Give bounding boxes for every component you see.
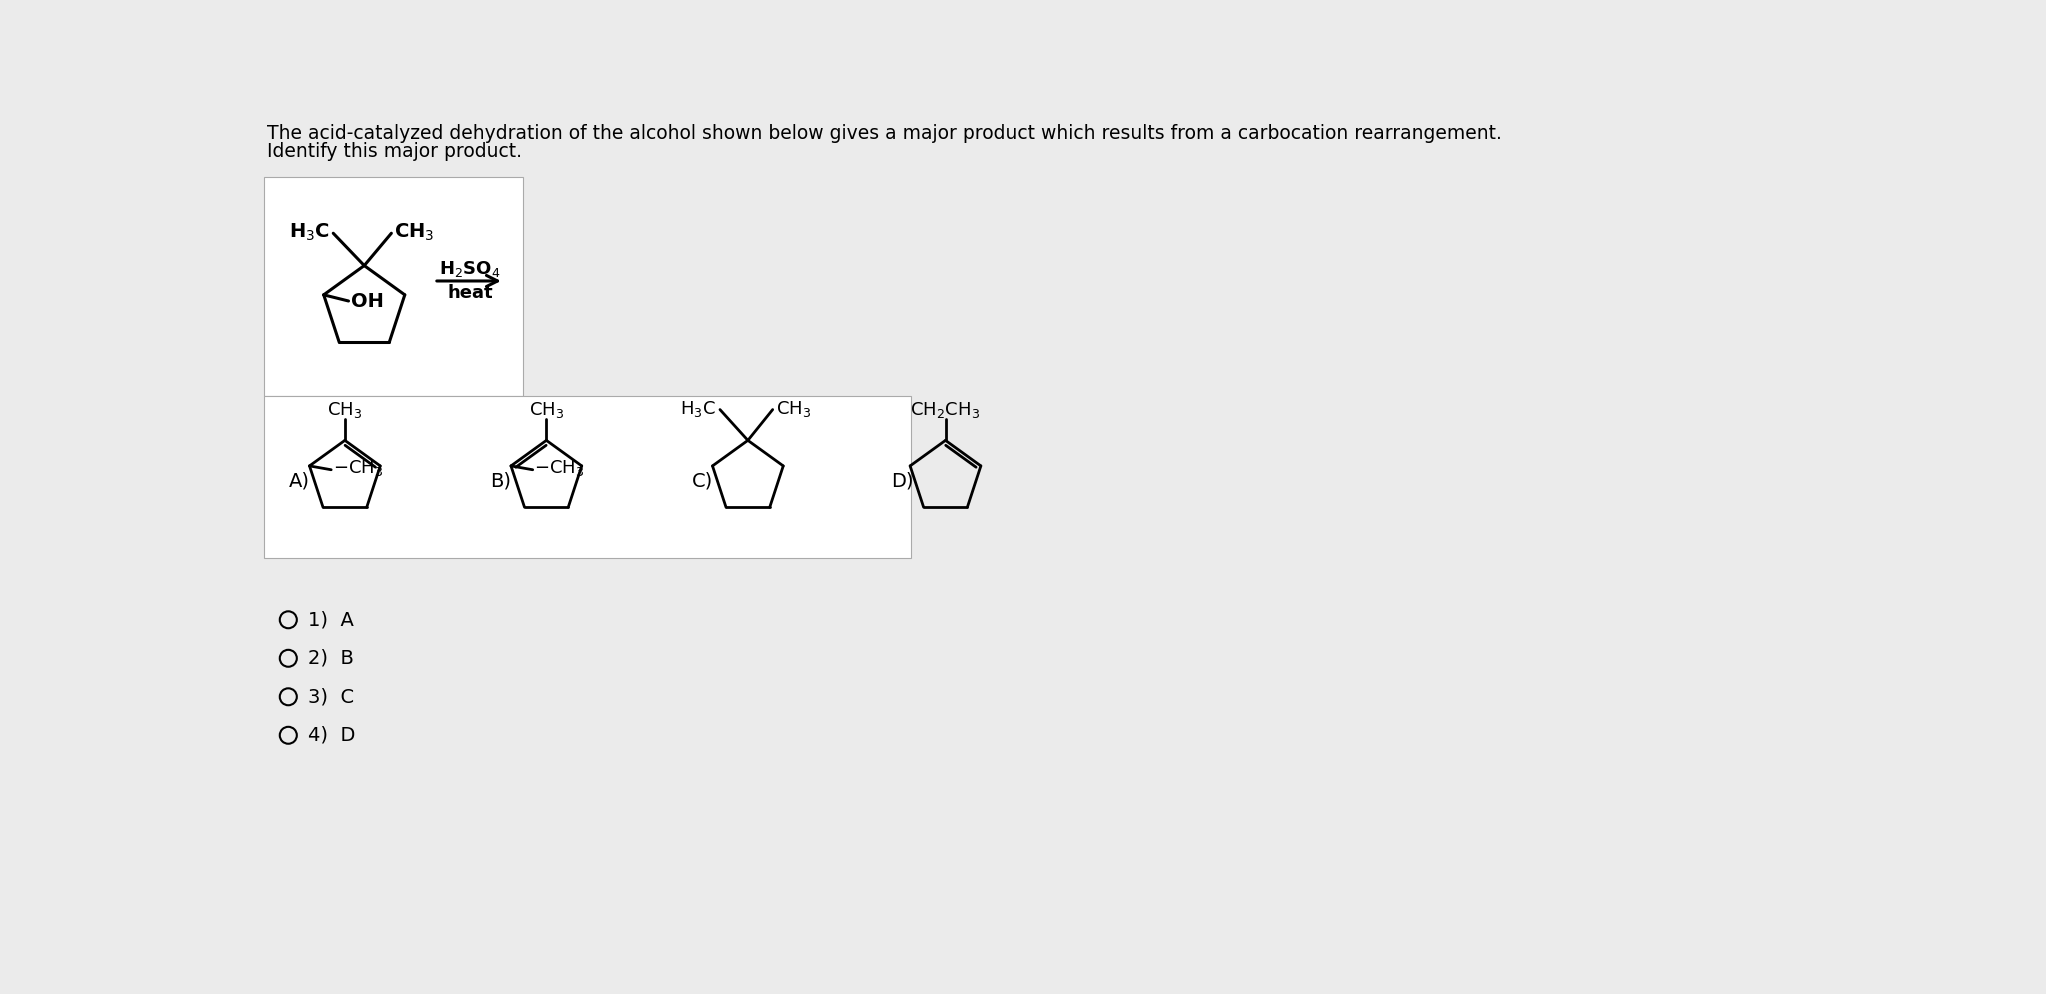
Text: D): D) bbox=[892, 472, 915, 491]
Text: B): B) bbox=[491, 472, 512, 491]
Text: C): C) bbox=[692, 472, 714, 491]
Text: CH$_3$: CH$_3$ bbox=[327, 400, 362, 419]
Text: 3)  C: 3) C bbox=[307, 687, 354, 707]
Text: OH: OH bbox=[350, 291, 385, 310]
Text: CH$_2$CH$_3$: CH$_2$CH$_3$ bbox=[910, 400, 980, 419]
Text: CH$_3$: CH$_3$ bbox=[528, 400, 565, 419]
Text: CH$_3$: CH$_3$ bbox=[395, 222, 436, 244]
Text: CH$_3$: CH$_3$ bbox=[775, 399, 810, 418]
Text: $-$CH$_3$: $-$CH$_3$ bbox=[333, 458, 383, 478]
Text: H$_2$SO$_4$: H$_2$SO$_4$ bbox=[438, 259, 499, 279]
Text: 1)  A: 1) A bbox=[307, 610, 354, 629]
Text: A): A) bbox=[288, 472, 311, 491]
Text: The acid-catalyzed dehydration of the alcohol shown below gives a major product : The acid-catalyzed dehydration of the al… bbox=[266, 123, 1502, 143]
Text: 4)  D: 4) D bbox=[307, 726, 356, 745]
Text: 2)  B: 2) B bbox=[307, 649, 354, 668]
Text: $-$CH$_3$: $-$CH$_3$ bbox=[534, 458, 585, 478]
Text: H$_3$C: H$_3$C bbox=[288, 222, 329, 244]
Text: heat: heat bbox=[448, 283, 493, 301]
Bar bbox=[264, 397, 910, 559]
Text: Identify this major product.: Identify this major product. bbox=[266, 142, 522, 161]
Text: H$_3$C: H$_3$C bbox=[681, 399, 716, 418]
Bar bbox=[264, 177, 524, 397]
